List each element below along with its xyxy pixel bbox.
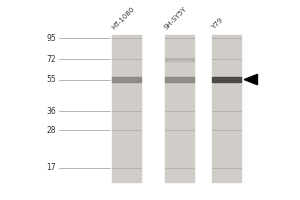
Bar xyxy=(212,77,241,82)
Text: HT-1080: HT-1080 xyxy=(110,6,135,31)
Bar xyxy=(165,58,194,61)
Text: 28: 28 xyxy=(46,126,56,135)
Bar xyxy=(165,77,194,82)
Text: 95: 95 xyxy=(46,34,56,43)
Bar xyxy=(112,35,141,182)
Text: Y79: Y79 xyxy=(211,17,224,31)
Polygon shape xyxy=(244,74,257,85)
Text: 36: 36 xyxy=(46,107,56,116)
Text: 17: 17 xyxy=(46,163,56,172)
Bar xyxy=(165,35,194,182)
Text: SH-SY5Y: SH-SY5Y xyxy=(164,6,188,31)
Text: 72: 72 xyxy=(46,55,56,64)
Bar xyxy=(212,35,241,182)
Bar xyxy=(112,77,141,82)
Text: 55: 55 xyxy=(46,75,56,84)
